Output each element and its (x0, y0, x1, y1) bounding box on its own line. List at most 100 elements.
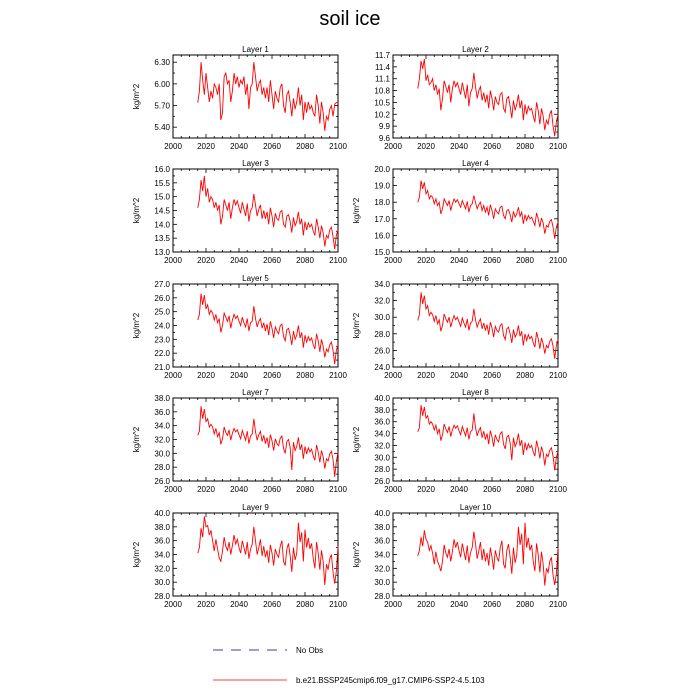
x-tick-label: 2060 (263, 485, 281, 494)
x-tick-label: 2040 (230, 256, 248, 265)
y-tick-label: 5.70 (154, 102, 170, 111)
y-tick-label: 17.0 (374, 215, 390, 224)
y-tick-label: 20.0 (374, 165, 390, 174)
y-tick-label: 32.0 (374, 441, 390, 450)
y-tick-label: 14.5 (154, 207, 170, 216)
plot-frame (392, 397, 559, 482)
x-tick-label: 2000 (384, 600, 402, 609)
y-tick-label: 28.0 (374, 465, 390, 474)
panel-layer-9: Layer 9 2000 2020 2040 2060 2080 2100 28.0 30.0 3… (132, 503, 347, 609)
y-axis-label: kg/m^2 (132, 312, 141, 338)
x-tick-label: 2060 (263, 371, 281, 380)
x-tick-label: 2080 (296, 256, 314, 265)
y-tick-label: 40.0 (374, 509, 390, 518)
panel-layer-5: Layer 5 2000 2020 2040 2060 2080 2100 21.0 22.0 2… (132, 274, 347, 380)
series-line (197, 293, 339, 365)
y-tick-label: 25.0 (154, 308, 170, 317)
legend-label-no-obs: No Obs (296, 646, 323, 655)
x-tick-label: 2100 (329, 371, 347, 380)
panel-title: Layer 10 (460, 503, 492, 512)
y-tick-label: 38.0 (374, 523, 390, 532)
y-tick-label: 13.5 (154, 234, 170, 243)
y-tick-label: 30.0 (374, 578, 390, 587)
y-tick-label: 26.0 (374, 477, 390, 486)
legend-label-model: b.e21.BSSP245cmip6.f09_g17.CMIP6-SSP2-4.… (296, 676, 485, 685)
panel-title: Layer 2 (462, 45, 489, 54)
series-line (417, 58, 559, 137)
x-tick-label: 2080 (516, 371, 534, 380)
y-tick-label: 23.0 (154, 335, 170, 344)
x-tick-label: 2040 (450, 485, 468, 494)
y-axis-label: kg/m^2 (132, 426, 141, 452)
y-tick-label: 10.5 (374, 98, 390, 107)
y-tick-label: 34.0 (374, 551, 390, 560)
x-tick-label: 2080 (296, 485, 314, 494)
panel-layer-6: Layer 6 2000 2020 2040 2060 2080 2100 24.0 26.0 2… (352, 274, 567, 380)
y-tick-label: 11.1 (375, 75, 391, 84)
y-tick-label: 34.0 (374, 430, 390, 439)
y-tick-label: 32.0 (154, 436, 170, 445)
x-tick-label: 2080 (516, 600, 534, 609)
y-tick-label: 40.0 (374, 394, 390, 403)
x-tick-label: 2020 (417, 256, 435, 265)
y-tick-label: 14.0 (154, 220, 170, 229)
x-tick-label: 2000 (164, 142, 182, 151)
y-tick-label: 26.0 (374, 346, 390, 355)
panel-title: Layer 3 (242, 159, 269, 168)
x-tick-label: 2000 (164, 256, 182, 265)
y-tick-label: 30.0 (154, 578, 170, 587)
y-tick-label: 30.0 (374, 313, 390, 322)
x-tick-label: 2020 (197, 600, 215, 609)
panel-layer-1: Layer 1 2000 2020 2040 2060 2080 2100 5.40 5.70 6… (132, 45, 347, 151)
x-tick-label: 2100 (549, 142, 567, 151)
x-tick-label: 2020 (197, 485, 215, 494)
plot-frame (392, 168, 559, 253)
plot-frame (172, 54, 339, 139)
x-tick-label: 2040 (450, 142, 468, 151)
y-tick-label: 16.0 (154, 165, 170, 174)
y-tick-label: 6.30 (154, 58, 170, 67)
plot-frame (172, 283, 339, 368)
y-tick-label: 18.0 (374, 198, 390, 207)
y-tick-label: 10.8 (374, 87, 390, 96)
y-tick-label: 22.0 (154, 349, 170, 358)
series-line (197, 62, 339, 131)
panel-layer-3: Layer 3 2000 2020 2040 2060 2080 2100 13.0 13.5 1… (132, 159, 347, 265)
y-tick-label: 36.0 (154, 408, 170, 417)
y-tick-label: 36.0 (374, 537, 390, 546)
x-tick-label: 2100 (329, 256, 347, 265)
panel-layer-8: Layer 8 2000 2020 2040 2060 2080 2100 26.0 28.0 3… (352, 388, 567, 494)
y-tick-label: 34.0 (154, 551, 170, 560)
x-tick-label: 2060 (263, 600, 281, 609)
legend: No Obs b.e21.BSSP245cmip6.f09_g17.CMIP6-S… (213, 646, 485, 685)
x-tick-label: 2000 (384, 142, 402, 151)
panel-layer-2: Layer 2 2000 2020 2040 2060 2080 2100 9.6 9.9 10.… (374, 45, 567, 151)
y-tick-label: 34.0 (154, 422, 170, 431)
panel-layer-7: Layer 7 2000 2020 2040 2060 2080 2100 26.0 28.0 3… (132, 388, 347, 494)
x-tick-label: 2020 (417, 600, 435, 609)
x-tick-label: 2020 (417, 142, 435, 151)
y-tick-label: 11.4 (375, 63, 391, 72)
y-tick-label: 19.0 (374, 182, 390, 191)
panel-title: Layer 6 (462, 274, 489, 283)
y-axis-label: kg/m^2 (352, 541, 361, 567)
y-tick-label: 28.0 (154, 592, 170, 601)
x-tick-label: 2100 (329, 485, 347, 494)
panel-title: Layer 9 (242, 503, 269, 512)
y-tick-label: 21.0 (154, 363, 170, 372)
x-tick-label: 2000 (384, 485, 402, 494)
y-tick-label: 30.0 (374, 453, 390, 462)
x-tick-label: 2000 (164, 485, 182, 494)
x-tick-label: 2060 (263, 142, 281, 151)
y-tick-label: 34.0 (374, 280, 390, 289)
x-tick-label: 2040 (230, 600, 248, 609)
page-title: soil ice (319, 8, 381, 30)
y-tick-label: 38.0 (374, 406, 390, 415)
x-tick-label: 2020 (197, 256, 215, 265)
plot-frame (172, 168, 339, 253)
panel-title: Layer 8 (462, 388, 489, 397)
x-tick-label: 2100 (549, 256, 567, 265)
x-tick-label: 2020 (197, 371, 215, 380)
panel-layer-4: Layer 4 2000 2020 2040 2060 2080 2100 15.0 16.0 1… (352, 159, 567, 265)
y-axis-label: kg/m^2 (352, 312, 361, 338)
